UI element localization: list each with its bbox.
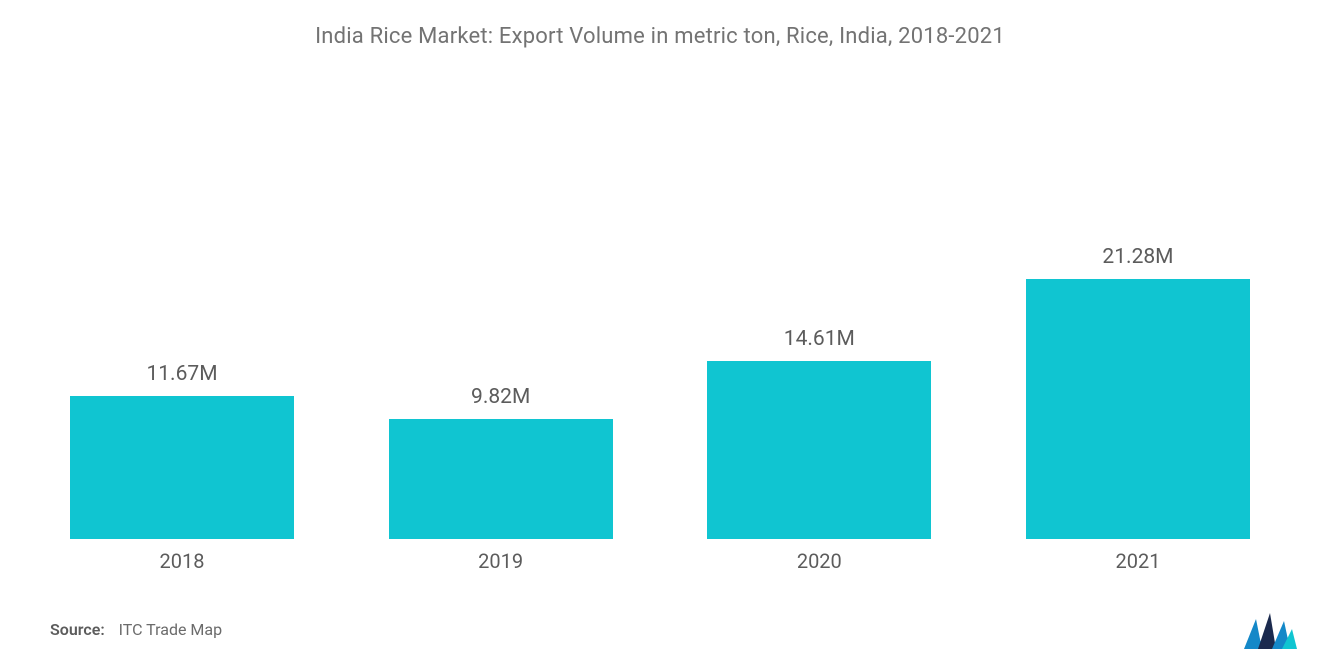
brand-logo-icon xyxy=(1242,611,1298,651)
x-axis-labels: 2018 2019 2020 2021 xyxy=(50,539,1270,573)
x-axis-label: 2018 xyxy=(70,549,294,573)
bar xyxy=(70,396,294,539)
bar-value-label: 9.82M xyxy=(471,385,530,409)
bar-slot: 21.28M xyxy=(1026,89,1250,539)
source-key: Source: xyxy=(50,620,105,639)
chart-title: India Rice Market: Export Volume in metr… xyxy=(50,24,1270,49)
source-attribution: Source: ITC Trade Map xyxy=(50,620,222,639)
bar-slot: 14.61M xyxy=(707,89,931,539)
bar xyxy=(389,419,613,539)
bar-slot: 9.82M xyxy=(389,89,613,539)
x-axis-label: 2020 xyxy=(707,549,931,573)
bar-value-label: 14.61M xyxy=(784,327,855,351)
x-axis-label: 2019 xyxy=(389,549,613,573)
chart-container: India Rice Market: Export Volume in metr… xyxy=(0,0,1320,665)
x-axis-label: 2021 xyxy=(1026,549,1250,573)
bar xyxy=(1026,279,1250,539)
plot-area: 11.67M 9.82M 14.61M 21.28M xyxy=(50,89,1270,539)
bar-slot: 11.67M xyxy=(70,89,294,539)
bar-value-label: 21.28M xyxy=(1102,245,1173,269)
bar xyxy=(707,361,931,540)
source-value: ITC Trade Map xyxy=(119,620,222,639)
bar-value-label: 11.67M xyxy=(146,362,217,386)
